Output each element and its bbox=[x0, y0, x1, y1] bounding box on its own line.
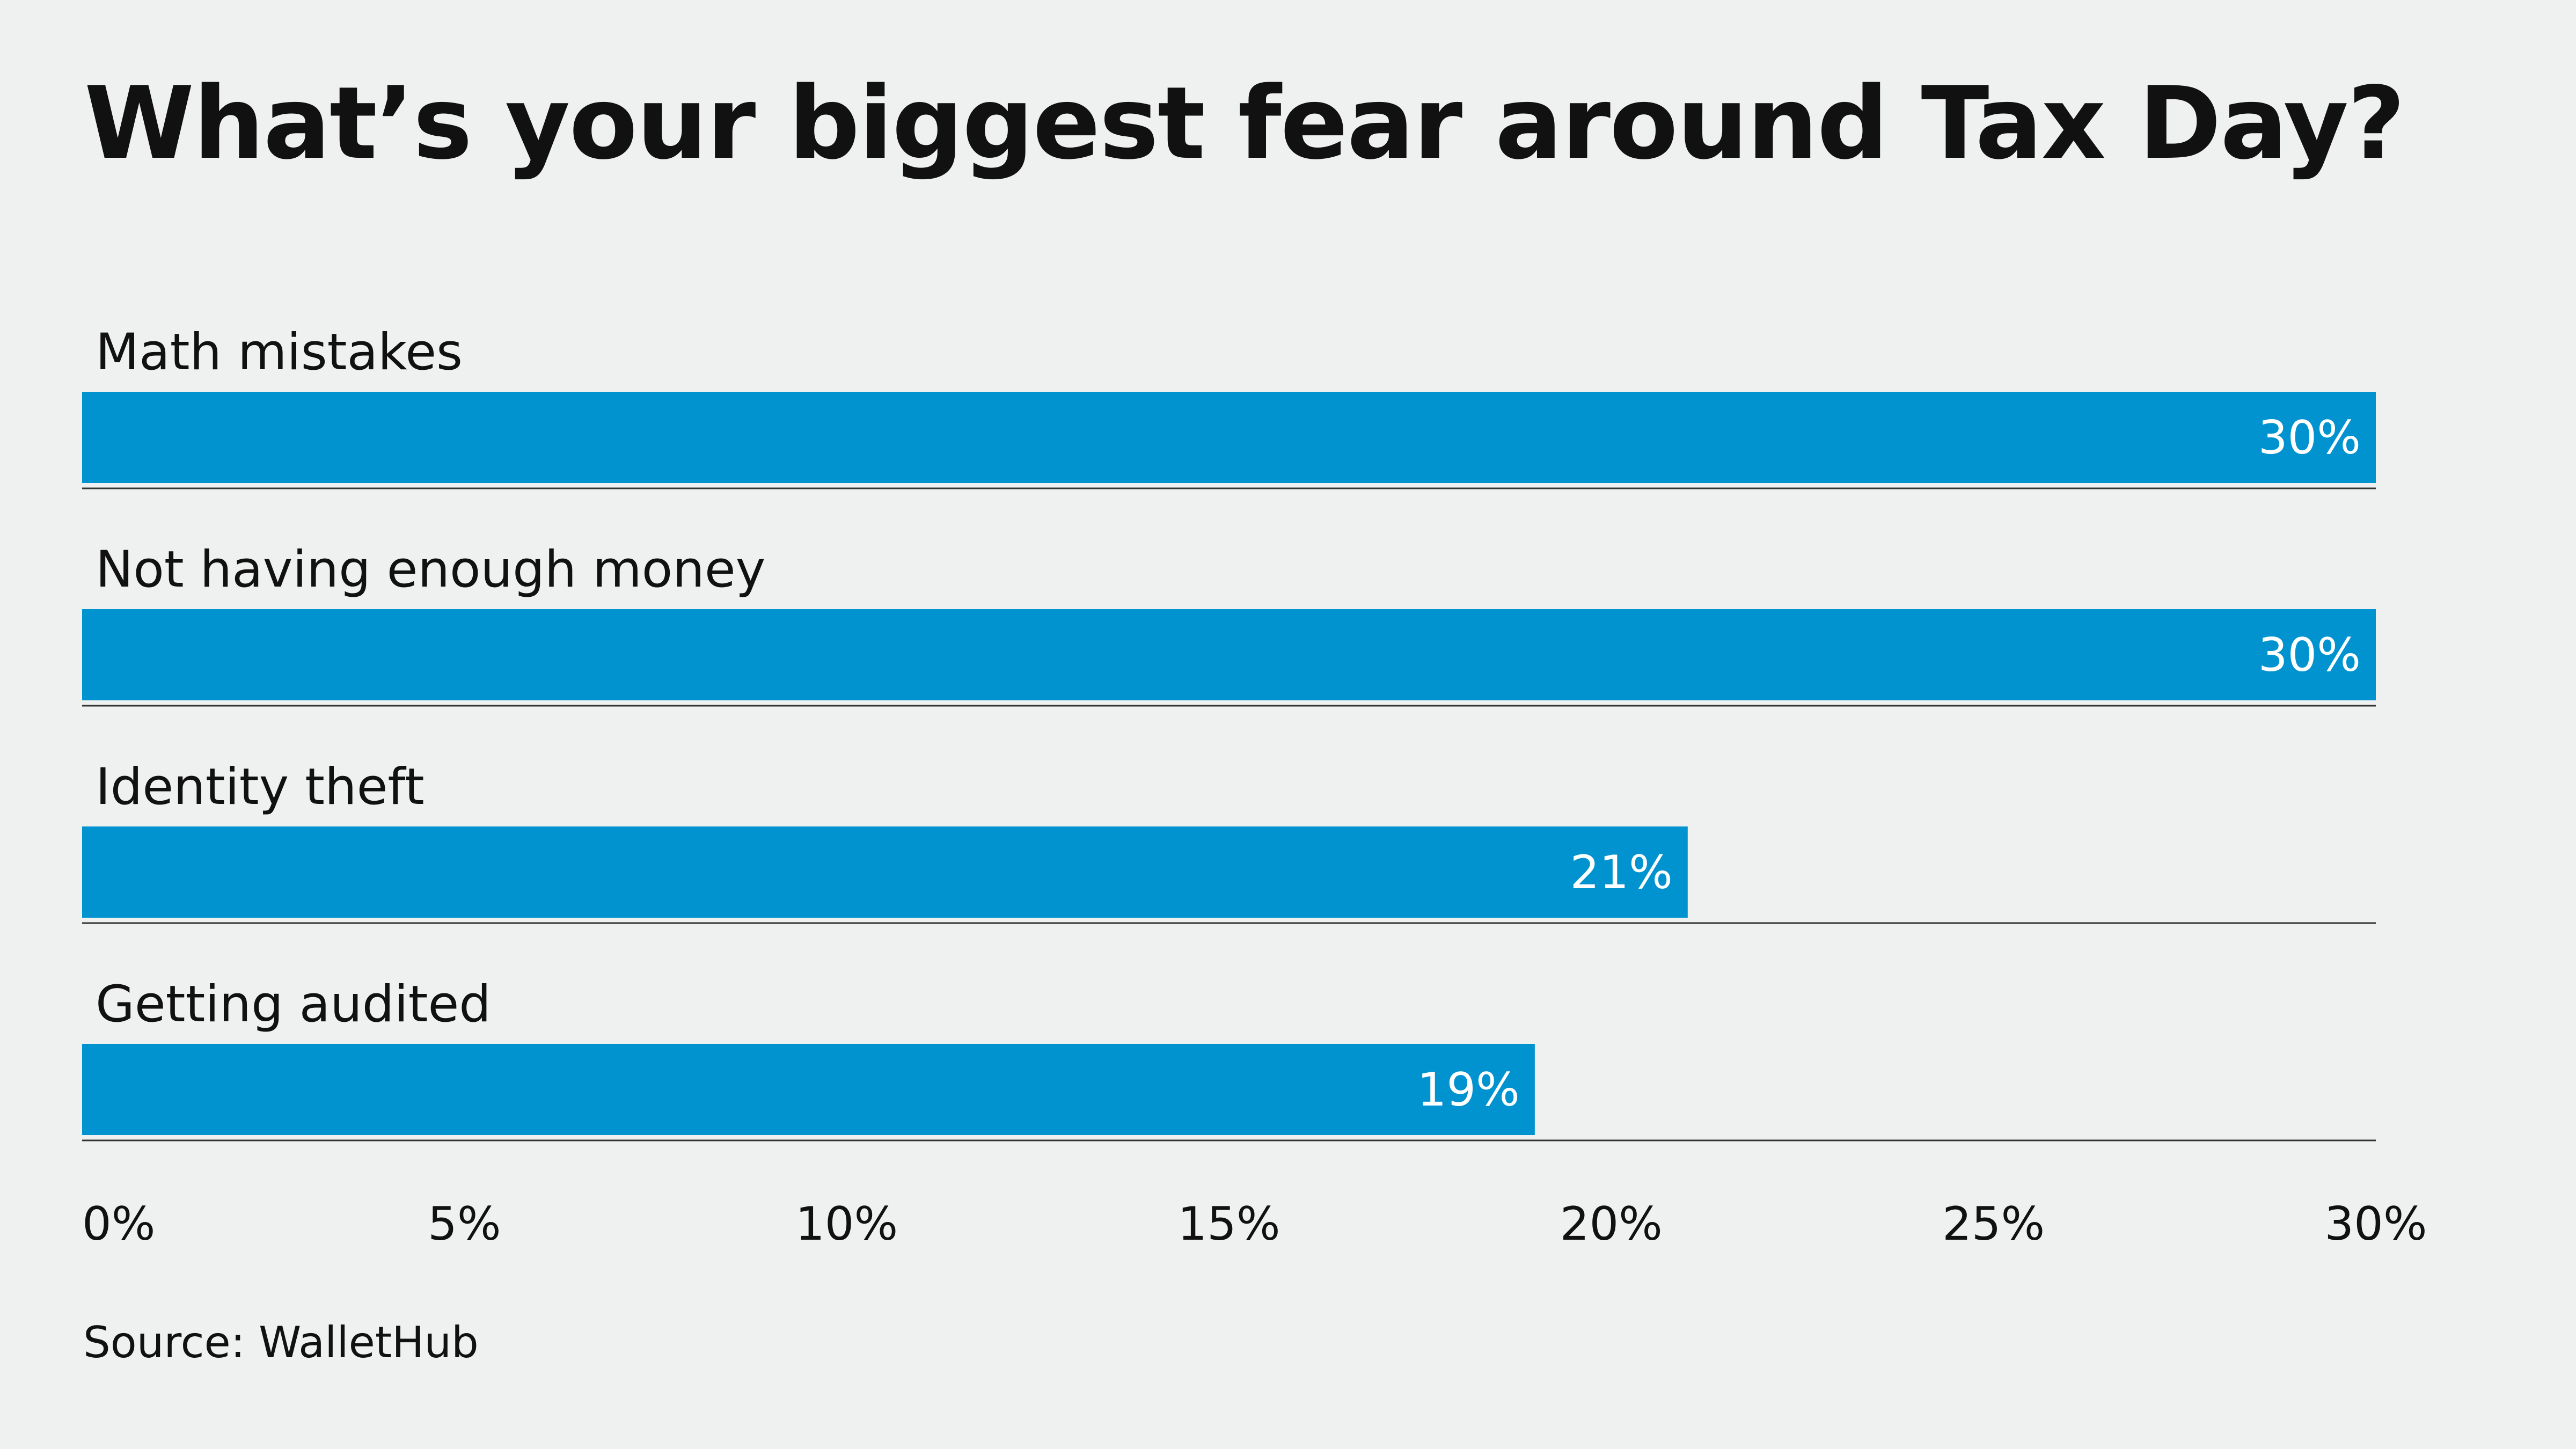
x-tick-label: 15% bbox=[1177, 1197, 1280, 1251]
x-tick-label: 25% bbox=[1942, 1197, 2045, 1251]
value-label: 30% bbox=[2258, 628, 2361, 682]
category-label: Math mistakes bbox=[96, 323, 463, 382]
x-tick-label: 10% bbox=[795, 1197, 898, 1251]
x-tick-label: 5% bbox=[428, 1197, 501, 1251]
value-label: 30% bbox=[2258, 411, 2361, 465]
bar bbox=[82, 1044, 1535, 1135]
x-tick-label: 20% bbox=[1560, 1197, 1663, 1251]
bar bbox=[82, 392, 2376, 483]
value-label: 19% bbox=[1417, 1063, 1520, 1117]
category-label: Getting audited bbox=[96, 975, 491, 1034]
x-tick-label: 30% bbox=[2324, 1197, 2427, 1251]
x-tick-label: 0% bbox=[82, 1197, 155, 1251]
chart-title: What’s your biggest fear around Tax Day? bbox=[84, 65, 2405, 181]
category-label: Identity theft bbox=[96, 758, 425, 816]
bar bbox=[82, 826, 1688, 918]
bar bbox=[82, 609, 2376, 700]
value-label: 21% bbox=[1570, 846, 1673, 899]
category-label: Not having enough money bbox=[96, 540, 765, 599]
source-note: Source: WalletHub bbox=[83, 1318, 479, 1367]
